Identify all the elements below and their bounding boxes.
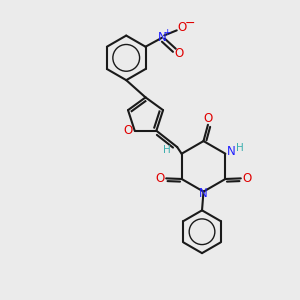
Text: O: O <box>243 172 252 185</box>
Text: O: O <box>124 124 133 137</box>
Text: −: − <box>185 17 195 30</box>
Text: O: O <box>155 172 164 185</box>
Text: N: N <box>158 31 166 44</box>
Text: O: O <box>177 21 186 34</box>
Text: O: O <box>203 112 213 125</box>
Text: +: + <box>164 28 171 37</box>
Text: N: N <box>227 145 236 158</box>
Text: N: N <box>199 187 207 200</box>
Text: H: H <box>163 145 171 155</box>
Text: H: H <box>236 143 244 153</box>
Text: O: O <box>174 47 183 60</box>
